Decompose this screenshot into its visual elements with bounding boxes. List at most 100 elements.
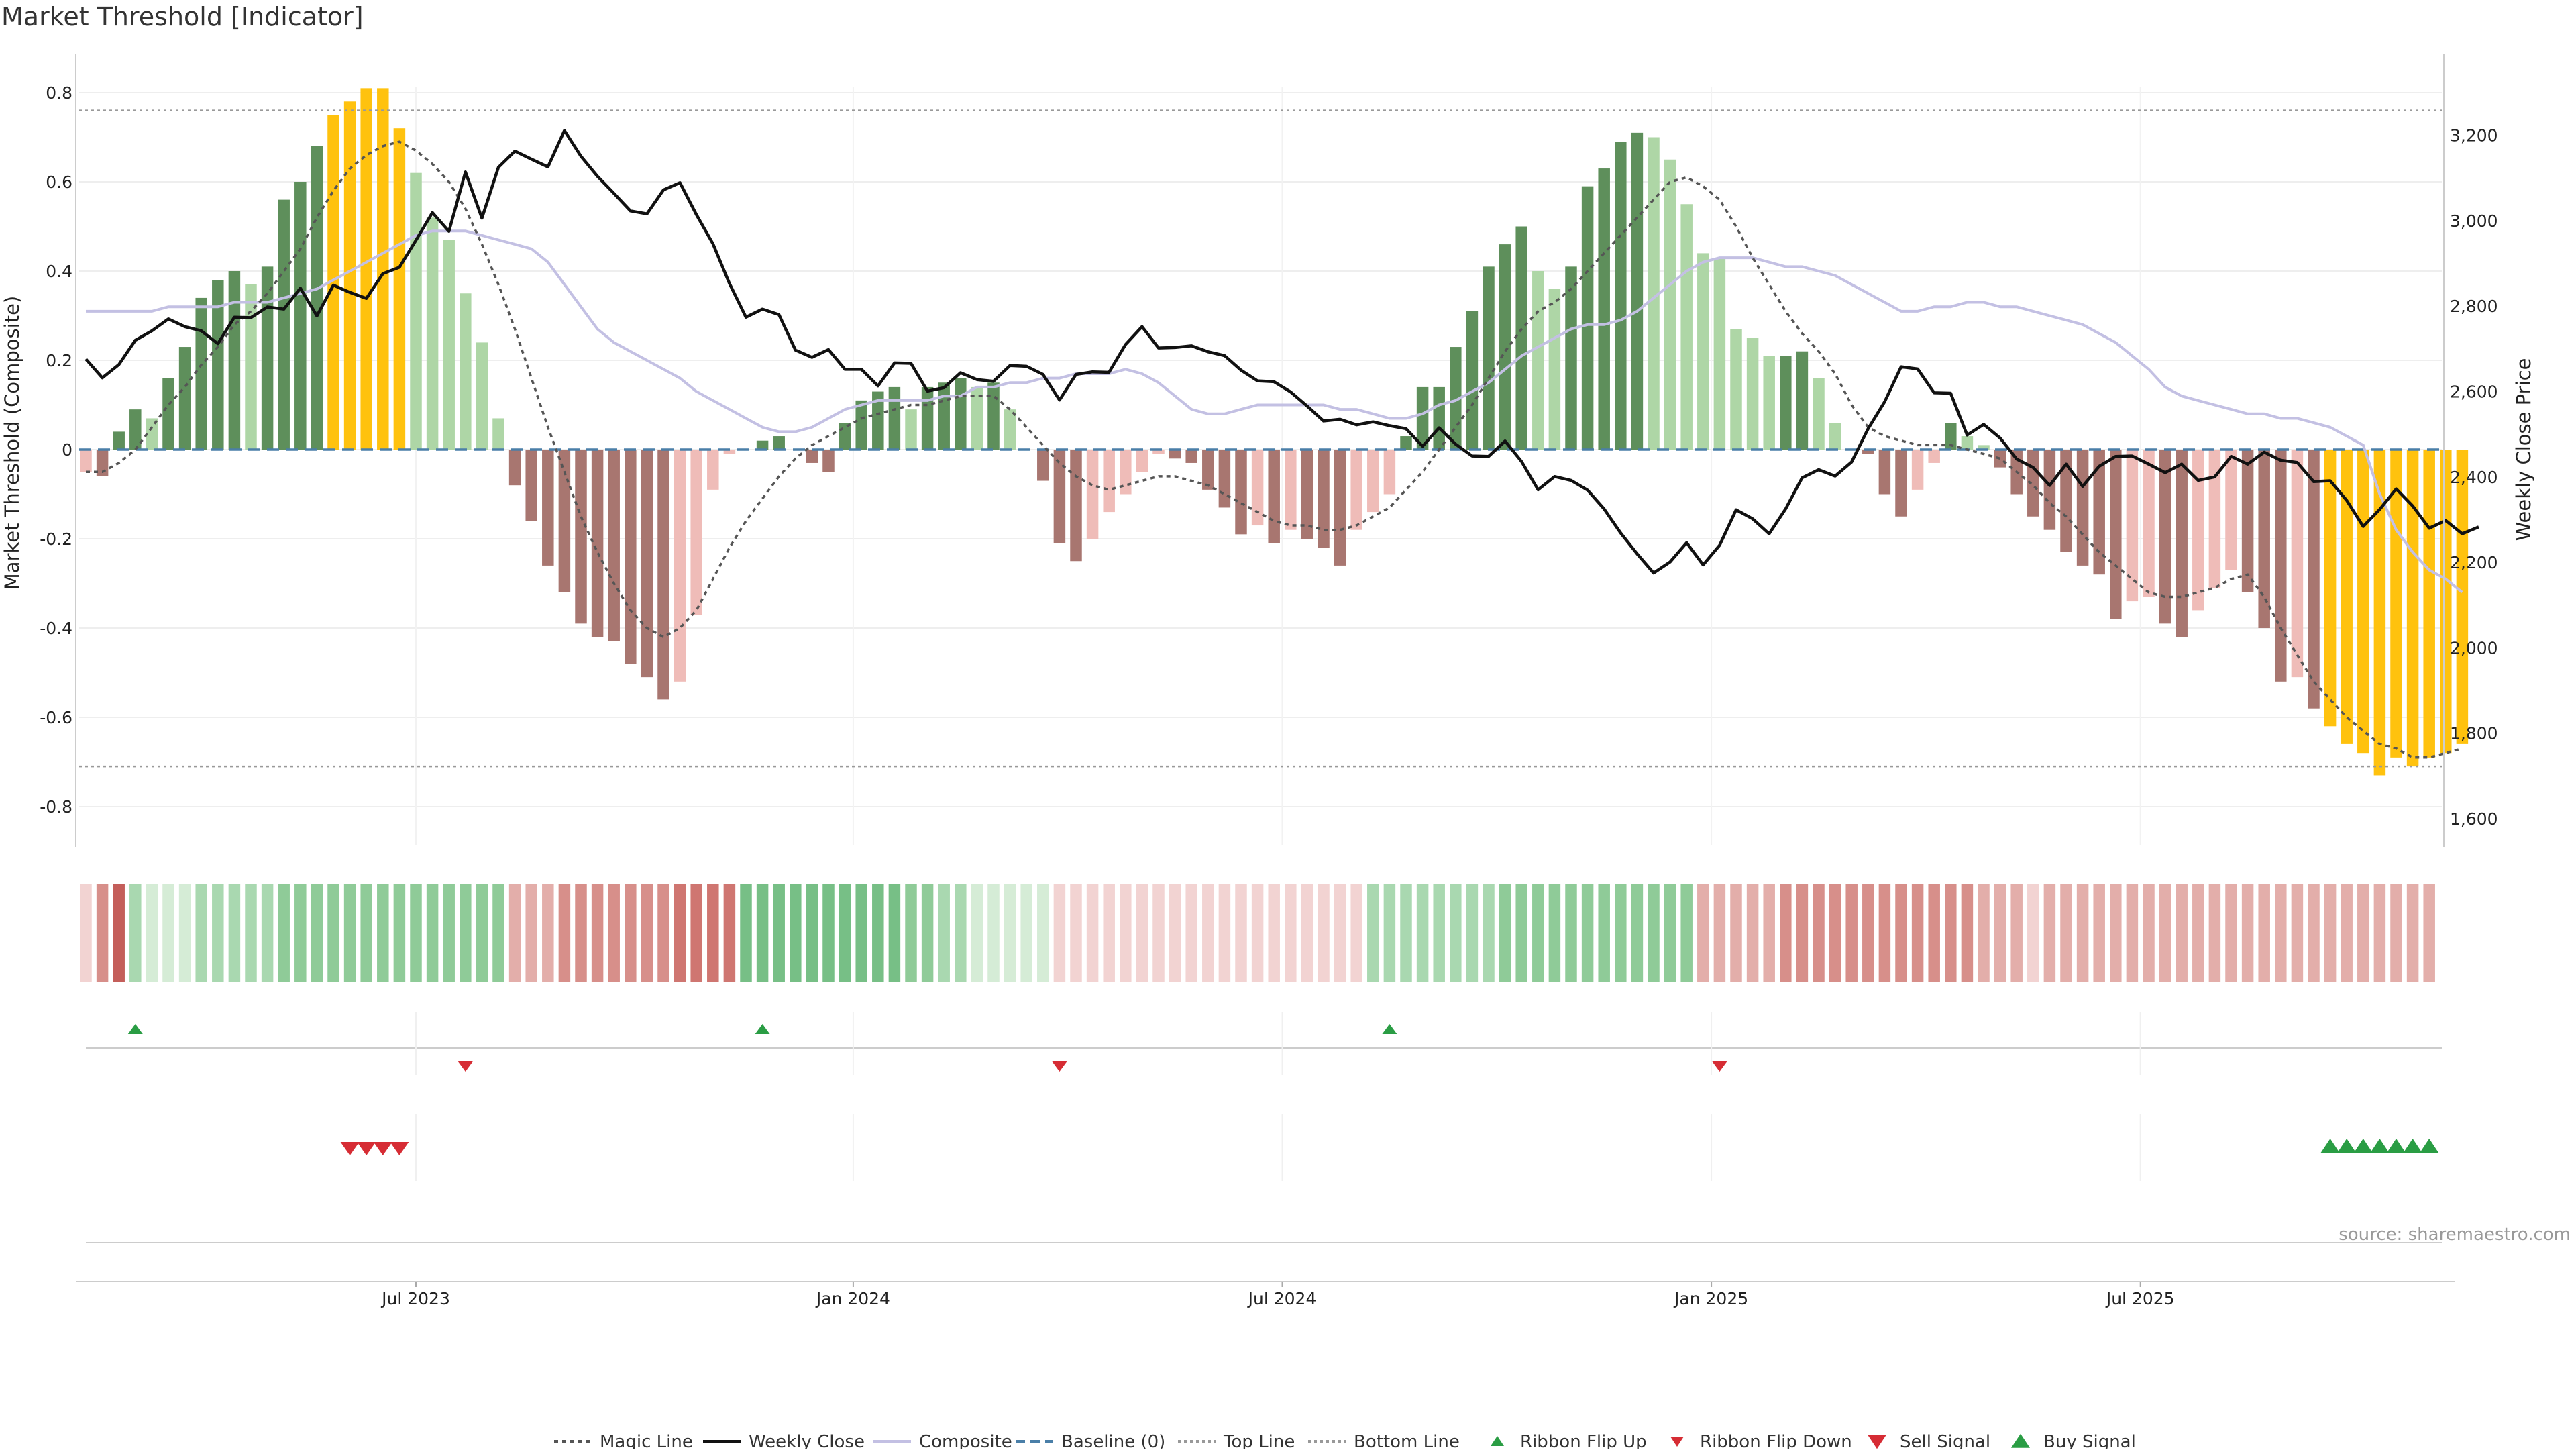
bar	[1615, 142, 1627, 450]
ribbon-cell	[888, 884, 901, 982]
ribbon-cell	[1615, 884, 1627, 982]
ribbon-cell	[1829, 884, 1841, 982]
ribbon-cell	[508, 884, 521, 982]
bar	[80, 450, 92, 472]
bar	[1598, 168, 1610, 450]
bar	[1218, 450, 1231, 508]
ribbon-cell	[460, 884, 472, 982]
ribbon-cell	[1004, 884, 1016, 982]
bar	[971, 386, 983, 450]
ribbon-cell	[1548, 884, 1561, 982]
bar	[2126, 450, 2139, 602]
bar	[1730, 329, 1742, 450]
ribbon-cell	[2060, 884, 2072, 982]
bar	[1235, 450, 1247, 535]
bar	[1466, 311, 1479, 450]
ribbon-cell	[2126, 884, 2139, 982]
bar	[146, 418, 158, 450]
bar	[195, 297, 207, 450]
bar	[921, 386, 934, 450]
signals	[86, 1114, 2442, 1243]
ribbon-cell	[575, 884, 587, 982]
legend-label-ribbon-flip-up: Ribbon Flip Up	[1520, 1432, 1647, 1449]
legend-label-baseline-0: Baseline (0)	[1061, 1432, 1165, 1449]
bar	[2159, 450, 2171, 624]
bar	[178, 347, 191, 450]
bar	[2258, 450, 2270, 628]
ribbon-cell	[1383, 884, 1396, 982]
ribbon-cell	[558, 884, 571, 982]
bar	[1483, 266, 1495, 450]
ribbon-cell	[1911, 884, 1924, 982]
ribbon-cell	[1862, 884, 1874, 982]
legend-swatch-buy-signal	[2011, 1433, 2030, 1448]
ribbon-cell	[1532, 884, 1544, 982]
bar	[657, 450, 669, 700]
ribbon-cell	[822, 884, 835, 982]
sell-signal-marker	[340, 1142, 360, 1155]
ribbon-cell	[113, 884, 125, 982]
ribbon-cell	[2308, 884, 2320, 982]
bar	[460, 293, 472, 450]
ribbon-cell	[294, 884, 307, 982]
bar	[888, 386, 901, 450]
ribbon-cell	[2357, 884, 2369, 982]
bar	[212, 280, 224, 450]
buy-signal-marker	[2337, 1139, 2357, 1153]
ribbon-cell	[1648, 884, 1660, 982]
ribbon-cell	[756, 884, 769, 982]
buy-signal-marker	[2370, 1139, 2390, 1153]
ribbon-cell	[443, 884, 455, 982]
ribbon-cell	[2143, 884, 2155, 982]
ribbon-cell	[2076, 884, 2089, 982]
sell-signal-marker	[357, 1142, 376, 1155]
legend-swatch-ribbon-flip-up	[1491, 1436, 1504, 1446]
bar	[938, 382, 950, 450]
bar	[311, 146, 323, 450]
bar	[1301, 450, 1313, 539]
y-right-tick-label: 2,800	[2450, 297, 2498, 316]
buy-signal-marker	[2420, 1139, 2439, 1153]
ribbon-cell	[1845, 884, 1858, 982]
bar	[261, 266, 274, 450]
legend-label-weekly-close: Weekly Close	[749, 1432, 865, 1449]
bar	[1813, 378, 1825, 450]
bar	[2423, 450, 2435, 758]
bar	[2440, 450, 2452, 754]
x-axis: Jul 2023 Jan 2024 Jul 2024 Jan 2025 Jul 2025	[76, 1281, 2455, 1308]
ribbon-cell	[2192, 884, 2204, 982]
bar	[129, 409, 142, 450]
ribbon-cell	[1350, 884, 1362, 982]
bar	[1433, 386, 1445, 450]
ribbon-cell	[178, 884, 191, 982]
y-right-tick-label: 1,600	[2450, 809, 2498, 829]
bar	[278, 199, 290, 450]
ribbon-cell	[1400, 884, 1412, 982]
bar	[1070, 450, 1082, 562]
bar	[955, 378, 967, 450]
bar	[2291, 450, 2304, 678]
bar	[1780, 356, 1792, 450]
ribbon-cell	[806, 884, 818, 982]
x-tick-label: Jan 2025	[1673, 1289, 1748, 1308]
ribbon-cell	[492, 884, 504, 982]
x-tick-label: Jul 2024	[1247, 1289, 1317, 1308]
bar	[558, 450, 571, 592]
ribbon-cell	[1251, 884, 1264, 982]
ribbon-cell	[1318, 884, 1330, 982]
ribbon-cell	[608, 884, 620, 982]
bar	[393, 128, 406, 450]
ribbon-cell	[657, 884, 669, 982]
ribbon-cell	[773, 884, 785, 982]
legend-swatch-ribbon-flip-down	[1670, 1437, 1684, 1447]
bar	[1895, 450, 1907, 517]
legend-label-buy-signal: Buy Signal	[2043, 1432, 2136, 1449]
bar	[360, 88, 372, 450]
bar	[1746, 338, 1759, 450]
ribbon-flip-down-marker	[1712, 1061, 1727, 1072]
ribbon-cell	[1152, 884, 1165, 982]
ribbon-flip-down-marker	[1052, 1061, 1067, 1072]
ribbon-cell	[1581, 884, 1594, 982]
ribbon-cell	[2093, 884, 2105, 982]
